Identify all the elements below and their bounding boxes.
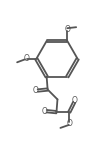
Text: O: O — [41, 107, 47, 116]
Text: O: O — [32, 86, 38, 95]
Text: O: O — [64, 25, 70, 34]
Text: O: O — [24, 54, 29, 63]
Text: O: O — [66, 119, 72, 128]
Text: O: O — [72, 96, 78, 105]
